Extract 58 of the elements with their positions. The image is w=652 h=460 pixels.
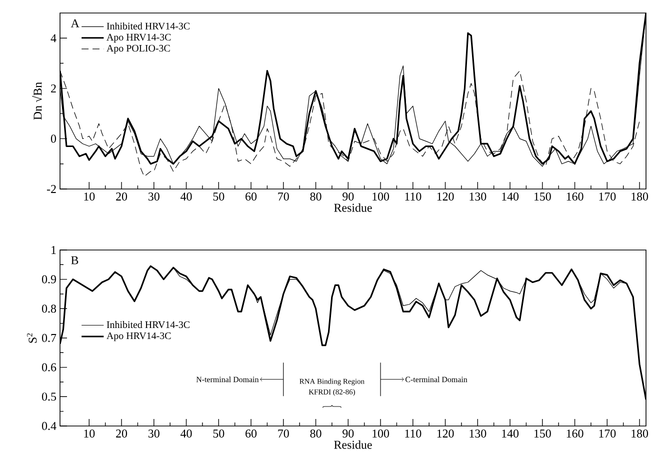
x-tick-label: 20 <box>116 430 128 438</box>
x-tick-label: 170 <box>599 430 616 438</box>
y-tick-label: 0.5 <box>42 392 56 401</box>
x-tick-label: 70 <box>278 430 289 438</box>
x-tick-label: 90 <box>342 430 354 438</box>
legend-label: Inhibited HRV14-3C <box>106 22 190 30</box>
x-tick-label: 140 <box>502 192 519 201</box>
x-tick-label: 90 <box>342 192 354 201</box>
x-axis-title: Residue <box>334 440 372 449</box>
x-tick-label: 150 <box>534 430 551 438</box>
x-tick-label: 150 <box>534 192 551 201</box>
x-tick-label: 130 <box>470 430 486 438</box>
x-tick-label: 20 <box>116 192 128 201</box>
x-tick-label: 50 <box>213 430 224 438</box>
y-axis-title: S$^{2}$ <box>26 333 37 343</box>
x-tick-label: 10 <box>84 430 95 438</box>
y-tick-label: 0.7 <box>42 334 56 342</box>
x-tick-label: 110 <box>405 192 422 201</box>
x-axis-title: Residue <box>334 203 372 212</box>
legend-label: Inhibited HRV14-3C <box>106 321 190 328</box>
annotation: B <box>71 256 78 264</box>
y-tick-label: 0 <box>50 134 56 143</box>
x-tick-label: 160 <box>566 192 584 201</box>
x-tick-label: 130 <box>470 192 486 201</box>
y-tick-label: 2 <box>51 84 56 92</box>
y-axis-title: Dn √Bn <box>32 82 42 120</box>
x-tick-label: 180 <box>632 430 648 438</box>
x-tick-label: 30 <box>148 192 160 201</box>
x-tick-label: 140 <box>502 430 519 438</box>
x-tick-label: 120 <box>437 430 454 438</box>
y-tick-label: 0.8 <box>42 304 56 313</box>
x-tick-label: 80 <box>310 430 322 438</box>
y-tick-label: -2 <box>46 185 56 193</box>
x-tick-label: 100 <box>372 192 390 201</box>
x-tick-label: 170 <box>599 192 616 201</box>
legend-label: Apo HRV14-3C <box>106 34 171 43</box>
x-tick-label: 80 <box>310 192 322 201</box>
x-tick-label: 160 <box>566 430 584 438</box>
x-tick-label: 60 <box>246 192 257 201</box>
x-tick-label: 30 <box>148 430 160 438</box>
legend-label: Apo POLIO-3C <box>106 44 170 54</box>
y-tick-label: 0.9 <box>42 275 56 284</box>
legend-label: Apo HRV14-3C <box>106 332 171 342</box>
y-tick-label: 0.4 <box>42 422 56 430</box>
x-tick-label: 120 <box>437 192 454 201</box>
x-tick-label: 180 <box>632 192 648 201</box>
x-tick-label: 60 <box>246 430 257 438</box>
y-tick-label: 0.6 <box>42 363 56 372</box>
x-tick-label: 40 <box>180 430 192 438</box>
x-tick-label: 100 <box>372 430 390 438</box>
x-tick-label: 10 <box>84 192 95 201</box>
x-tick-label: 70 <box>278 192 289 201</box>
y-tick-label: 4 <box>50 34 56 42</box>
x-tick-label: 50 <box>213 192 224 201</box>
y-tick-label: 1 <box>52 246 56 254</box>
annotation: A <box>70 19 80 28</box>
x-tick-label: 110 <box>405 430 422 438</box>
x-tick-label: 40 <box>180 192 192 201</box>
